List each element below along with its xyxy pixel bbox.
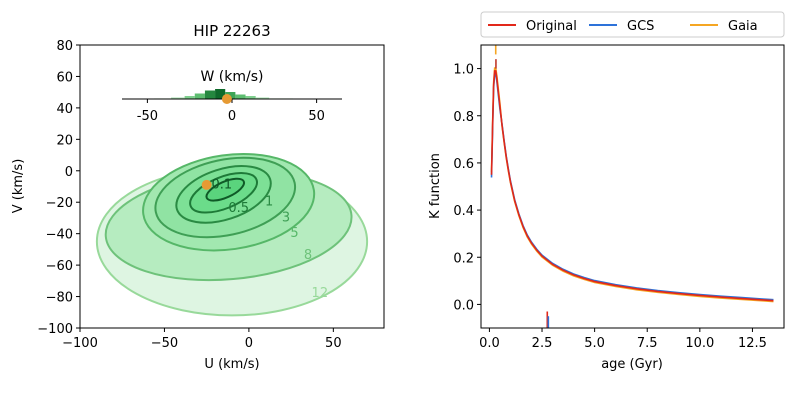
left-x-axis-label: U (km/s) <box>204 357 259 372</box>
y-tick-label: 20 <box>56 133 73 148</box>
y-tick-label: 0.0 <box>453 298 474 313</box>
legend: Original GCS Gaia <box>480 11 785 38</box>
y-tick-label: 0.6 <box>453 157 474 172</box>
contour-label: 12 <box>312 286 329 301</box>
k-function-lines <box>490 45 774 328</box>
star-marker <box>201 179 212 190</box>
right-y-axis-label: K function <box>428 153 443 219</box>
x-tick-label: 5.0 <box>584 336 605 351</box>
series-line-gcs <box>490 72 774 301</box>
y-tick-label: 80 <box>56 39 73 54</box>
y-tick-label: 0.8 <box>453 110 474 125</box>
x-tick-label: 2.5 <box>532 336 553 351</box>
x-tick-label: 0 <box>245 336 253 351</box>
left-y-axis-label: V (km/s) <box>11 159 26 214</box>
left-y-ticks: −100 −80 −60 −40 −20 0 20 40 60 80 <box>37 39 80 337</box>
w-histogram-bar <box>235 94 246 99</box>
y-tick-label: 0.4 <box>453 204 474 219</box>
legend-box <box>480 11 785 38</box>
w-velocity-inset: -50 0 50 W (km/s) <box>122 69 342 124</box>
x-tick-label: 12.5 <box>738 336 767 351</box>
inset-tick-label: 50 <box>308 109 325 124</box>
right-y-ticks: 0.0 0.2 0.4 0.6 0.8 1.0 <box>453 63 481 313</box>
contour-layer <box>95 153 369 317</box>
y-tick-label: 0 <box>65 165 73 180</box>
x-tick-label: −50 <box>151 336 178 351</box>
x-tick-label: −100 <box>62 336 98 351</box>
series-line-gaia <box>490 67 774 303</box>
x-tick-label: 7.5 <box>637 336 658 351</box>
y-tick-label: 1.0 <box>453 63 474 78</box>
y-tick-label: 40 <box>56 102 73 117</box>
right-x-ticks: 0.0 2.5 5.0 7.5 10.0 12.5 <box>479 328 767 351</box>
w-histogram-bar <box>255 97 270 99</box>
right-x-axis-label: age (Gyr) <box>601 357 663 372</box>
contour-label: 0.1 <box>212 177 233 192</box>
inset-title: W (km/s) <box>201 69 264 85</box>
y-tick-label: 0.2 <box>453 251 474 266</box>
inset-tick-label: 0 <box>228 109 236 124</box>
w-histogram-bar <box>204 90 216 99</box>
contour-label: 8 <box>304 248 312 263</box>
inset-star-marker <box>221 94 232 104</box>
contour-label: 3 <box>282 210 290 225</box>
k-function-panel: 0.0 2.5 5.0 7.5 10.0 12.5 0.00.20.40.60.81.0 … <box>428 11 785 372</box>
contour-label: 0.5 <box>228 201 249 216</box>
y-tick-label: −60 <box>46 259 73 274</box>
x-tick-label: 10.0 <box>685 336 714 351</box>
x-tick-label: 0.0 <box>479 336 500 351</box>
w-histogram-bar <box>184 96 195 99</box>
contour-level-0-1 <box>205 177 246 202</box>
series-line-original <box>490 70 774 302</box>
w-histogram-bar <box>194 93 205 99</box>
y-tick-label: −100 <box>37 322 73 337</box>
w-histogram-bar <box>215 89 226 99</box>
star-marker-layer <box>201 179 212 190</box>
contour-label: 5 <box>290 226 298 241</box>
y-tick-label: −20 <box>46 196 73 211</box>
right-plot-frame <box>480 44 785 329</box>
legend-label-original: Original <box>526 19 577 34</box>
inset-tick-label: -50 <box>137 109 158 124</box>
left-plot-frame <box>79 44 385 329</box>
y-tick-label: −80 <box>46 291 73 306</box>
legend-label-gaia: Gaia <box>728 19 758 34</box>
contour-label: 1 <box>265 195 273 210</box>
left-chart-title: HIP 22263 <box>193 22 270 40</box>
x-tick-label: 50 <box>325 336 342 351</box>
left-x-ticks: −100 −50 0 50 <box>62 328 342 351</box>
w-histogram-bar <box>171 97 185 99</box>
legend-label-gcs: GCS <box>627 19 654 34</box>
w-histogram-bar <box>245 96 256 99</box>
y-tick-label: −40 <box>46 228 73 243</box>
y-tick-label: 60 <box>56 70 73 85</box>
